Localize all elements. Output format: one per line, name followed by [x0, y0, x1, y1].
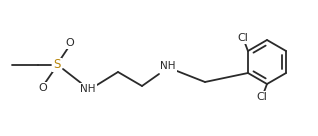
Text: NH: NH	[80, 84, 96, 94]
Text: S: S	[53, 58, 61, 72]
Text: O: O	[66, 38, 74, 48]
Text: Cl: Cl	[257, 92, 267, 102]
Text: Cl: Cl	[238, 33, 248, 43]
Text: O: O	[38, 83, 47, 93]
Text: NH: NH	[160, 61, 176, 71]
